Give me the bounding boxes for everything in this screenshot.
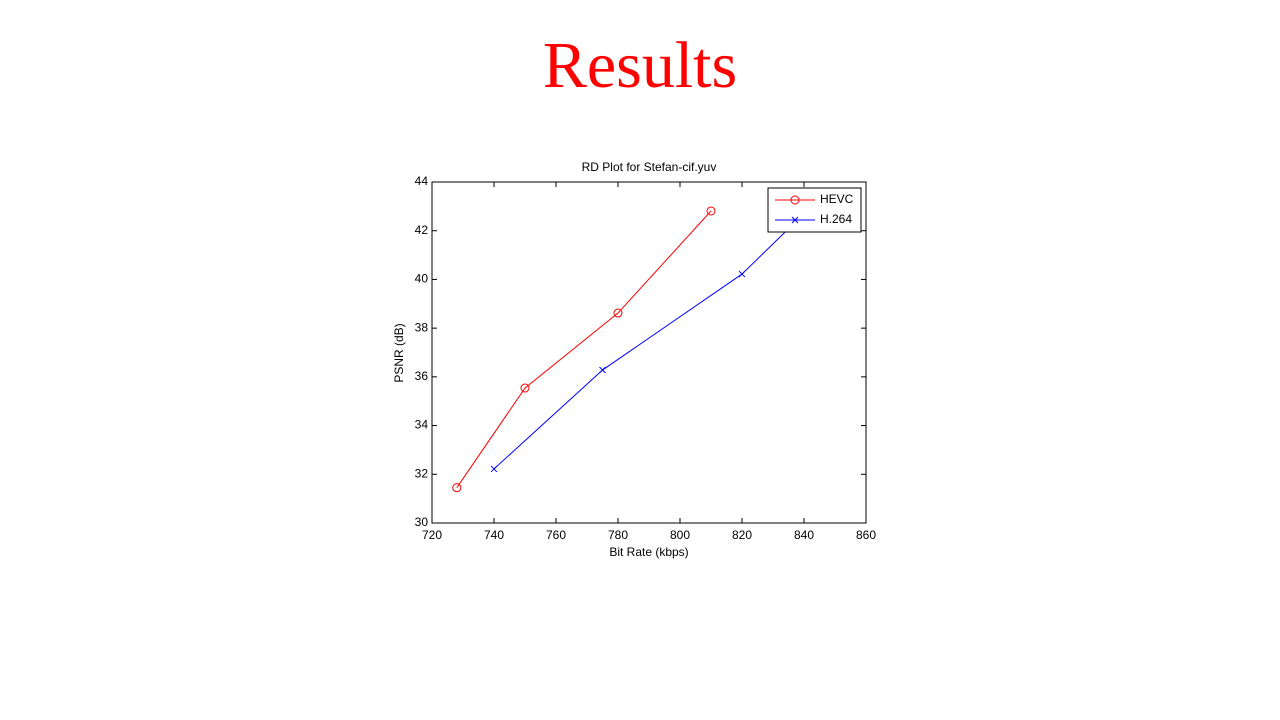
marker-circle xyxy=(613,308,623,318)
x-tick-label: 780 xyxy=(608,528,628,542)
x-tick-label: 840 xyxy=(794,528,814,542)
y-tick-label: 32 xyxy=(415,466,429,480)
y-tick-label: 38 xyxy=(415,320,429,334)
x-tick-label: 760 xyxy=(546,528,566,542)
y-tick-label: 34 xyxy=(415,418,429,432)
marker-circle xyxy=(452,483,462,493)
plot-area xyxy=(431,181,867,524)
marker-x xyxy=(599,366,606,374)
marker-circle xyxy=(520,383,530,393)
legend-box xyxy=(767,187,862,233)
x-tick-label: 800 xyxy=(670,528,690,542)
x-tick-label: 820 xyxy=(732,528,752,542)
series-line xyxy=(493,213,805,470)
x-tick-label: 860 xyxy=(856,528,876,542)
x-axis-label: Bit Rate (kbps) xyxy=(609,545,688,559)
slide-title: Results xyxy=(543,29,737,102)
y-tick-label: 42 xyxy=(415,223,429,237)
x-tick-label: 740 xyxy=(484,528,504,542)
marker-x xyxy=(490,465,498,473)
marker-circle xyxy=(706,206,716,216)
x-tick-label: 720 xyxy=(422,528,442,542)
y-axis-label: PSNR (dB) xyxy=(392,323,406,382)
legend-label: HEVC xyxy=(820,192,854,206)
series-line xyxy=(456,210,712,488)
y-tick-label: 36 xyxy=(415,369,429,383)
marker-x xyxy=(791,216,799,224)
marker-circle xyxy=(790,195,800,205)
legend-label: H.264 xyxy=(820,212,852,226)
y-tick-label: 44 xyxy=(415,174,429,188)
chart-title: RD Plot for Stefan-cif.yuv xyxy=(582,160,717,174)
marker-x xyxy=(738,270,746,278)
y-tick-label: 30 xyxy=(415,515,429,529)
y-tick-label: 40 xyxy=(415,272,429,286)
